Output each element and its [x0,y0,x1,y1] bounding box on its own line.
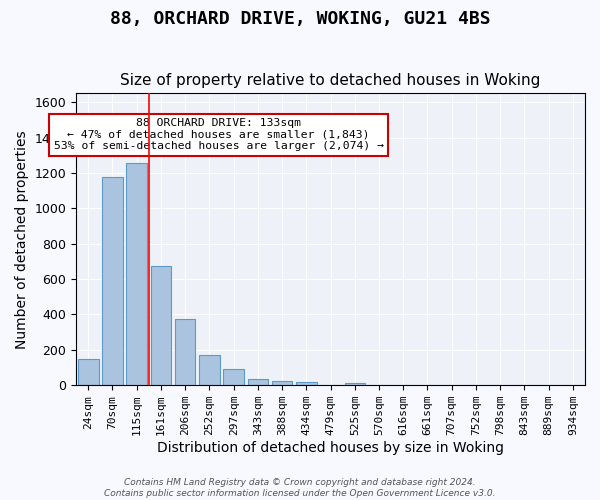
Bar [248,379,268,385]
X-axis label: Distribution of detached houses by size in Woking: Distribution of detached houses by size … [157,441,504,455]
Bar [78,358,98,385]
Text: Contains HM Land Registry data © Crown copyright and database right 2024.
Contai: Contains HM Land Registry data © Crown c… [104,478,496,498]
Bar [127,163,147,385]
Bar [272,381,292,385]
Text: 88, ORCHARD DRIVE, WOKING, GU21 4BS: 88, ORCHARD DRIVE, WOKING, GU21 4BS [110,10,490,28]
Y-axis label: Number of detached properties: Number of detached properties [15,130,29,348]
Bar [344,382,365,385]
Bar [223,370,244,385]
Bar [151,266,171,385]
Text: 88 ORCHARD DRIVE: 133sqm
← 47% of detached houses are smaller (1,843)
53% of sem: 88 ORCHARD DRIVE: 133sqm ← 47% of detach… [53,118,383,152]
Bar [102,178,123,385]
Title: Size of property relative to detached houses in Woking: Size of property relative to detached ho… [121,73,541,88]
Bar [175,319,196,385]
Bar [199,355,220,385]
Bar [296,382,317,385]
